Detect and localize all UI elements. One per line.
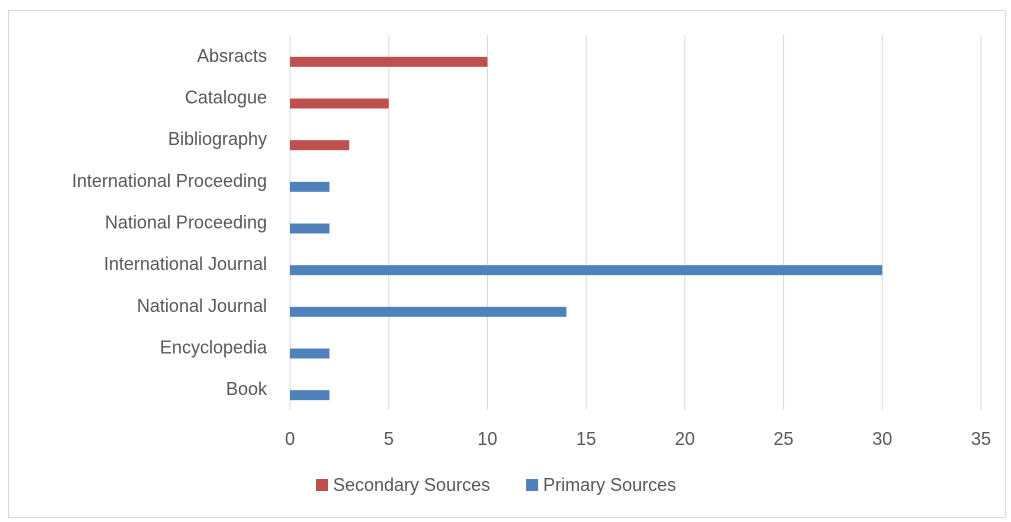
bar-absracts <box>290 56 488 67</box>
legend-swatch <box>526 479 539 491</box>
legend-swatch <box>316 479 328 491</box>
category-label: Encyclopedia <box>160 338 268 358</box>
chart-frame <box>8 10 1006 518</box>
x-tick-label: 0 <box>285 429 295 449</box>
legend-label: Primary Sources <box>543 475 676 495</box>
gridlines <box>289 35 982 410</box>
x-tick-label: 10 <box>477 429 497 449</box>
category-label: Book <box>226 379 268 399</box>
x-tick-label: 15 <box>576 429 596 449</box>
bar-encyclopedia <box>290 348 330 359</box>
x-tick-label: 25 <box>774 429 794 449</box>
x-tick-label: 20 <box>675 429 695 449</box>
category-label: International Proceeding <box>72 171 267 191</box>
category-label: Catalogue <box>185 88 267 108</box>
category-label: International Journal <box>104 254 267 274</box>
legend: Secondary Sources Primary Sources <box>316 475 676 495</box>
bars <box>290 56 883 401</box>
category-label: National Journal <box>137 296 267 316</box>
category-labels: Book Encyclopedia National Journal Internat… <box>72 46 268 399</box>
bar-catalogue <box>290 98 389 109</box>
category-label: National Proceeding <box>105 213 267 233</box>
bar-book <box>290 390 330 401</box>
bar-international-journal <box>290 265 883 276</box>
x-tick-labels: 0 5 10 15 20 25 30 35 <box>285 429 991 449</box>
bar-national-proceeding <box>290 223 330 234</box>
x-tick-label: 5 <box>384 429 394 449</box>
bar-international-proceeding <box>290 181 330 192</box>
category-label: Absracts <box>197 46 267 66</box>
bar-national-journal <box>290 306 567 317</box>
category-label: Bibliography <box>168 129 267 149</box>
x-tick-label: 30 <box>872 429 892 449</box>
legend-label: Secondary Sources <box>333 475 490 495</box>
x-tick-label: 35 <box>971 429 991 449</box>
bar-bibliography <box>290 140 350 151</box>
